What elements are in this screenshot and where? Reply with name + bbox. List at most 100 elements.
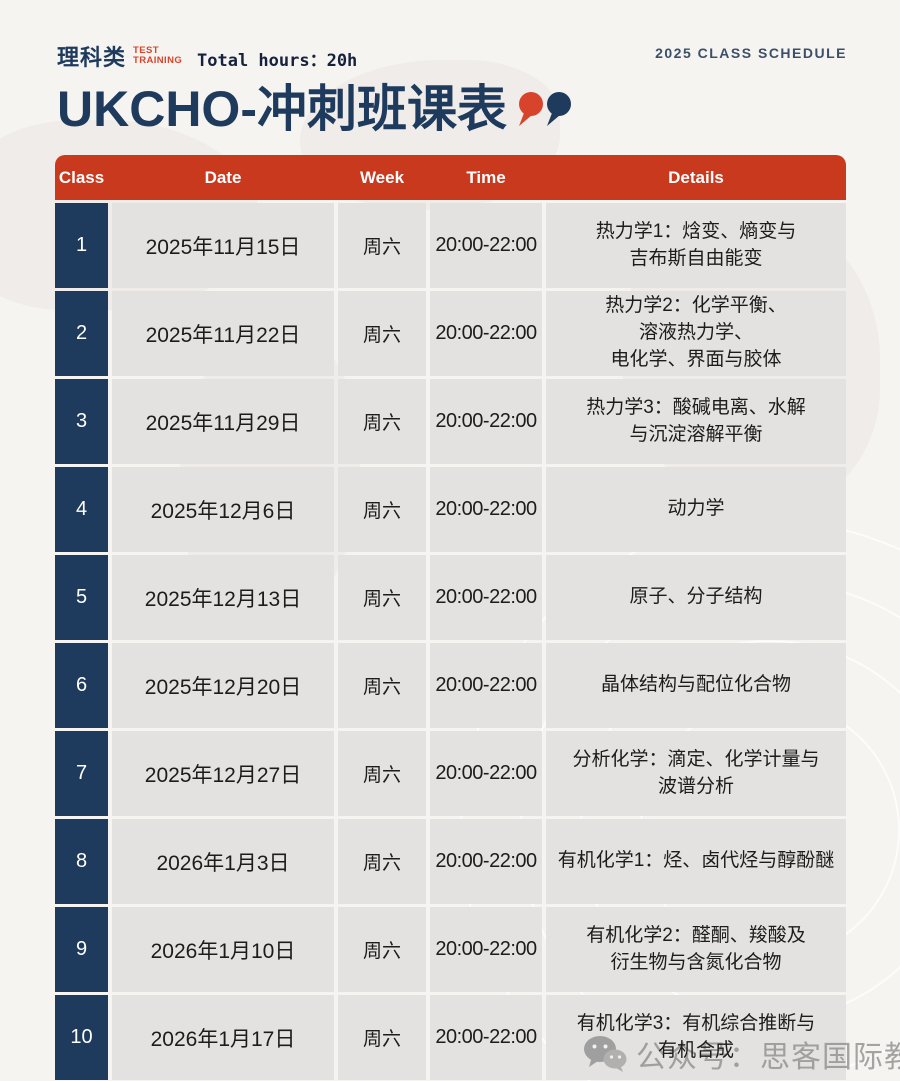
time-value: 20:00-22:00	[435, 498, 537, 520]
week-cell: 周六	[338, 203, 426, 288]
week-cell: 周六	[338, 643, 426, 728]
class-number-cell: 7	[55, 731, 108, 816]
details-value: 分析化学：滴定、化学计量与 波谱分析	[572, 748, 820, 797]
details-value: 有机化学1：烃、卤代烃与醇酚醚	[557, 850, 835, 872]
class-number-cell: 9	[55, 907, 108, 992]
details-cell: 有机化学3：有机综合推断与 有机合成	[546, 995, 846, 1080]
class_no-value: 10	[70, 1026, 93, 1048]
week-cell: 周六	[338, 291, 426, 376]
brand-logo: 理科类 TEST TRAINING	[57, 40, 182, 72]
column-header-week: Week	[359, 167, 405, 187]
details-cell: 热力学1：焓变、熵变与 吉布斯自由能变	[546, 203, 846, 288]
week-value: 周六	[362, 589, 401, 610]
class_no-value: 2	[75, 322, 88, 344]
class-number-cell: 10	[55, 995, 108, 1080]
details-value: 原子、分子结构	[629, 586, 763, 608]
date-cell: 2025年12月6日	[112, 467, 334, 552]
details-cell: 热力学2：化学平衡、 溶液热力学、 电化学、界面与胶体	[546, 291, 846, 376]
table-row: 5 2025年12月13日 周六 20:00-22:00 原子、分子结构	[55, 555, 846, 640]
brand-tagline: TEST TRAINING	[133, 44, 182, 67]
time-cell: 20:00-22:00	[430, 907, 542, 992]
time-cell: 20:00-22:00	[430, 379, 542, 464]
details-cell: 晶体结构与配位化合物	[546, 643, 846, 728]
class-number-cell: 1	[55, 203, 108, 288]
time-cell: 20:00-22:00	[430, 203, 542, 288]
time-cell: 20:00-22:00	[430, 555, 542, 640]
week-cell: 周六	[338, 907, 426, 992]
class_no-value: 1	[75, 234, 88, 256]
details-value: 有机化学2：醛酮、羧酸及 衍生物与含氮化合物	[586, 924, 806, 973]
time-cell: 20:00-22:00	[430, 643, 542, 728]
column-header-class: Class	[58, 167, 105, 187]
time-value: 20:00-22:00	[435, 674, 537, 696]
time-cell: 20:00-22:00	[430, 467, 542, 552]
class_no-value: 3	[75, 410, 88, 432]
details-cell: 有机化学2：醛酮、羧酸及 衍生物与含氮化合物	[546, 907, 846, 992]
class_no-value: 7	[75, 762, 88, 784]
date-cell: 2025年11月15日	[112, 203, 334, 288]
week-value: 周六	[362, 853, 401, 874]
class_no-value: 5	[75, 586, 88, 608]
time-cell: 20:00-22:00	[430, 291, 542, 376]
brand-name: 理科类	[57, 45, 127, 70]
date-cell: 2025年12月20日	[112, 643, 334, 728]
class-number-cell: 4	[55, 467, 108, 552]
time-value: 20:00-22:00	[435, 938, 537, 960]
week-value: 周六	[362, 501, 401, 522]
date-value: 2025年12月27日	[144, 763, 302, 787]
page-title: UKCHO-冲刺班课表	[57, 81, 507, 137]
time-cell: 20:00-22:00	[430, 731, 542, 816]
time-value: 20:00-22:00	[435, 410, 537, 432]
column-header-details: Details	[668, 167, 724, 187]
date-value: 2025年11月15日	[145, 235, 301, 259]
total-hours-label: Total hours：20h	[197, 51, 358, 71]
week-value: 周六	[362, 941, 401, 962]
date-cell: 2025年11月22日	[112, 291, 334, 376]
date-value: 2026年1月10日	[150, 939, 296, 963]
date-cell: 2025年12月27日	[112, 731, 334, 816]
details-value: 晶体结构与配位化合物	[600, 674, 791, 696]
time-cell: 20:00-22:00	[430, 995, 542, 1080]
watermark-text: 公众号：思客国际教育	[636, 1041, 900, 1074]
details-cell: 热力学3：酸碱电离、水解 与沉淀溶解平衡	[546, 379, 846, 464]
class-number-cell: 5	[55, 555, 108, 640]
date-value: 2025年12月13日	[144, 587, 302, 611]
date-value: 2026年1月17日	[150, 1027, 296, 1051]
table-header: Class Date Week Time Details	[55, 155, 846, 200]
table-row: 4 2025年12月6日 周六 20:00-22:00 动力学	[55, 467, 846, 552]
week-value: 周六	[362, 1029, 401, 1050]
date-value: 2025年11月22日	[145, 323, 301, 347]
date-value: 2026年1月3日	[156, 851, 290, 875]
year-schedule-label: 2025 CLASS SCHEDULE	[655, 45, 847, 61]
table-body: 1 2025年11月15日 周六 20:00-22:00 热力学1：焓变、熵变与…	[55, 203, 846, 1080]
time-value: 20:00-22:00	[435, 762, 537, 784]
time-value: 20:00-22:00	[435, 1026, 537, 1048]
week-cell: 周六	[338, 467, 426, 552]
brand-tagline-line1: TEST	[133, 44, 159, 56]
wechat-icon	[584, 1036, 627, 1072]
week-cell: 周六	[338, 995, 426, 1080]
class_no-value: 4	[75, 498, 88, 520]
date-value: 2025年12月20日	[144, 675, 302, 699]
table-row: 7 2025年12月27日 周六 20:00-22:00 分析化学：滴定、化学计…	[55, 731, 846, 816]
details-cell: 有机化学1：烃、卤代烃与醇酚醚	[546, 819, 846, 904]
week-cell: 周六	[338, 731, 426, 816]
date-cell: 2026年1月10日	[112, 907, 334, 992]
week-value: 周六	[362, 413, 401, 434]
column-header-date: Date	[204, 167, 242, 187]
details-cell: 原子、分子结构	[546, 555, 846, 640]
time-value: 20:00-22:00	[435, 586, 537, 608]
week-value: 周六	[362, 325, 401, 346]
watermark: 公众号：思客国际教育	[583, 1032, 900, 1076]
date-cell: 2025年11月29日	[112, 379, 334, 464]
time-value: 20:00-22:00	[435, 322, 537, 344]
date-cell: 2026年1月17日	[112, 995, 334, 1080]
schedule-table: Class Date Week Time Details 1 2025年11月1…	[55, 155, 846, 1080]
week-cell: 周六	[338, 819, 426, 904]
column-header-time: Time	[466, 167, 506, 187]
details-value: 有机化学3：有机综合推断与 有机合成	[576, 1012, 816, 1061]
details-cell: 动力学	[546, 467, 846, 552]
details-value: 热力学1：焓变、熵变与 吉布斯自由能变	[595, 220, 797, 269]
time-value: 20:00-22:00	[435, 850, 537, 872]
